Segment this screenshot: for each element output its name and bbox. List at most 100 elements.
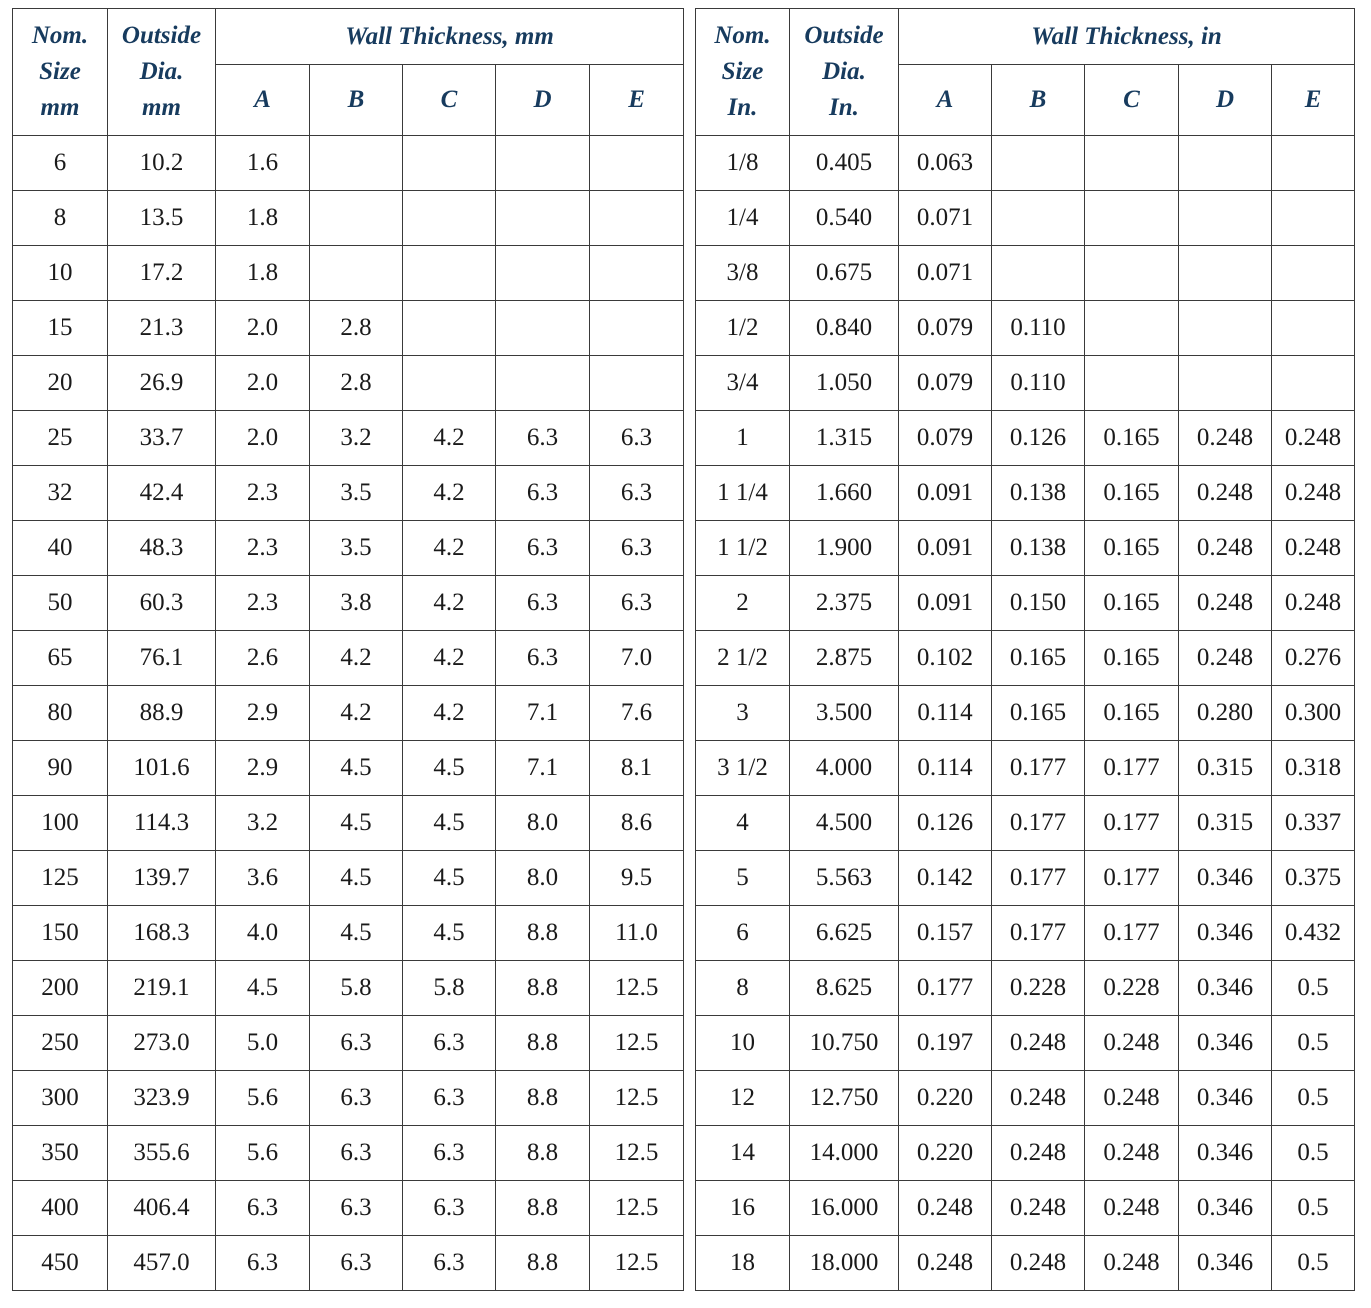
wall-a-cell: 6.3	[215, 1180, 310, 1236]
wall-a-cell: 0.248	[898, 1235, 992, 1291]
wall-e-cell	[1270, 245, 1356, 301]
wall-e-cell: 0.300	[1270, 685, 1356, 741]
wall-b-cell: 0.177	[991, 905, 1085, 961]
wall-b-cell: 0.228	[991, 960, 1085, 1016]
nom-size-cell: 1 1/2	[695, 520, 790, 576]
table-row: 3 3.500 0.114 0.165 0.165 0.280 0.300	[695, 685, 1356, 741]
schedule-a-header: A	[898, 64, 992, 136]
wall-thickness-header: Wall Thickness, in	[897, 8, 1356, 65]
nom-size-cell: 200	[12, 960, 108, 1016]
schedule-c-header: C	[402, 64, 496, 136]
outside-dia-cell: 0.840	[789, 300, 899, 356]
schedule-d-header: D	[495, 64, 590, 136]
nom-size-cell: 18	[695, 1235, 790, 1291]
table-row: 6 10.2 1.6	[12, 135, 685, 191]
wall-e-cell: 0.375	[1270, 850, 1356, 906]
outside-dia-cell: 355.6	[107, 1125, 216, 1181]
wall-d-cell	[495, 245, 590, 301]
wall-e-cell	[1270, 190, 1356, 246]
wall-e-cell: 0.5	[1270, 1015, 1356, 1071]
wall-a-cell: 1.6	[215, 135, 310, 191]
wall-c-cell: 0.165	[1084, 520, 1179, 576]
wall-b-cell: 0.126	[991, 410, 1085, 466]
wall-e-cell: 0.276	[1270, 630, 1356, 686]
wall-b-cell: 0.150	[991, 575, 1085, 631]
wall-b-cell: 4.2	[309, 685, 403, 741]
wall-e-cell: 6.3	[588, 410, 685, 466]
wall-a-cell: 0.248	[898, 1180, 992, 1236]
nom-size-cell: 10	[695, 1015, 790, 1071]
nom-size-cell: 15	[12, 300, 108, 356]
wall-d-cell: 0.346	[1178, 1015, 1272, 1071]
table-row: 1 1/4 1.660 0.091 0.138 0.165 0.248 0.248	[695, 465, 1356, 521]
wall-d-cell: 0.346	[1178, 1125, 1272, 1181]
wall-d-cell	[1178, 355, 1272, 411]
wall-a-cell: 0.079	[898, 410, 992, 466]
table-row: 10 17.2 1.8	[12, 245, 685, 301]
wall-d-cell	[495, 300, 590, 356]
wall-d-cell: 0.248	[1178, 630, 1272, 686]
wall-b-cell: 6.3	[309, 1180, 403, 1236]
wall-c-cell	[402, 355, 496, 411]
wall-e-cell: 0.432	[1270, 905, 1356, 961]
wall-d-cell: 6.3	[495, 575, 590, 631]
wall-c-cell: 6.3	[402, 1125, 496, 1181]
wall-c-cell: 0.248	[1084, 1180, 1179, 1236]
nom-size-cell: 1 1/4	[695, 465, 790, 521]
wall-e-cell: 12.5	[588, 1125, 685, 1181]
wall-a-cell: 0.091	[898, 575, 992, 631]
wall-e-cell: 0.5	[1270, 1070, 1356, 1126]
table-row: 6 6.625 0.157 0.177 0.177 0.346 0.432	[695, 905, 1356, 961]
wall-b-cell: 3.8	[309, 575, 403, 631]
wall-b-cell: 0.110	[991, 355, 1085, 411]
wall-b-cell	[309, 190, 403, 246]
outside-dia-cell: 10.2	[107, 135, 216, 191]
wall-d-cell: 0.346	[1178, 905, 1272, 961]
outside-dia-cell: 406.4	[107, 1180, 216, 1236]
table-row: 8 13.5 1.8	[12, 190, 685, 246]
outside-dia-cell: 4.000	[789, 740, 899, 796]
wall-a-cell: 4.0	[215, 905, 310, 961]
wall-b-cell: 3.5	[309, 465, 403, 521]
wall-d-cell: 0.248	[1178, 465, 1272, 521]
nom-size-cell: 8	[12, 190, 108, 246]
nom-size-cell: 10	[12, 245, 108, 301]
outside-dia-cell: 33.7	[107, 410, 216, 466]
wall-d-cell: 0.315	[1178, 795, 1272, 851]
outside-dia-cell: 4.500	[789, 795, 899, 851]
outside-dia-cell: 17.2	[107, 245, 216, 301]
table-row: 8 8.625 0.177 0.228 0.228 0.346 0.5	[695, 960, 1356, 1016]
nom-size-cell: 20	[12, 355, 108, 411]
outside-dia-cell: 21.3	[107, 300, 216, 356]
nom-size-cell: 350	[12, 1125, 108, 1181]
nom-size-cell: 125	[12, 850, 108, 906]
wall-e-cell: 0.5	[1270, 1180, 1356, 1236]
table-row: 200 219.1 4.5 5.8 5.8 8.8 12.5	[12, 960, 685, 1016]
wall-d-cell: 0.346	[1178, 1070, 1272, 1126]
wall-c-cell: 5.8	[402, 960, 496, 1016]
table-row: 250 273.0 5.0 6.3 6.3 8.8 12.5	[12, 1015, 685, 1071]
wall-d-cell: 8.8	[495, 1235, 590, 1291]
metric-table-body: 6 10.2 1.6 8 13.5 1.8 10 17.2 1.8 15 21.3 2.0 2.8 20 2…	[12, 135, 685, 1291]
wall-a-cell: 0.102	[898, 630, 992, 686]
wall-a-cell: 0.079	[898, 300, 992, 356]
table-row: 14 14.000 0.220 0.248 0.248 0.346 0.5	[695, 1125, 1356, 1181]
table-row: 1 1/2 1.900 0.091 0.138 0.165 0.248 0.248	[695, 520, 1356, 576]
nom-size-cell: 100	[12, 795, 108, 851]
wall-e-cell: 8.6	[588, 795, 685, 851]
wall-e-cell	[588, 190, 685, 246]
wall-c-cell: 6.3	[402, 1070, 496, 1126]
outside-dia-cell: 88.9	[107, 685, 216, 741]
wall-e-cell: 0.248	[1270, 465, 1356, 521]
wall-c-cell: 0.248	[1084, 1015, 1179, 1071]
wall-a-cell: 2.0	[215, 410, 310, 466]
wall-c-cell	[1084, 300, 1179, 356]
wall-e-cell: 12.5	[588, 1180, 685, 1236]
wall-e-cell	[1270, 300, 1356, 356]
nom-size-cell: 1/2	[695, 300, 790, 356]
outside-dia-cell: 0.405	[789, 135, 899, 191]
wall-e-cell: 12.5	[588, 1015, 685, 1071]
outside-dia-cell: 60.3	[107, 575, 216, 631]
wall-a-cell: 0.126	[898, 795, 992, 851]
wall-c-cell: 0.177	[1084, 740, 1179, 796]
